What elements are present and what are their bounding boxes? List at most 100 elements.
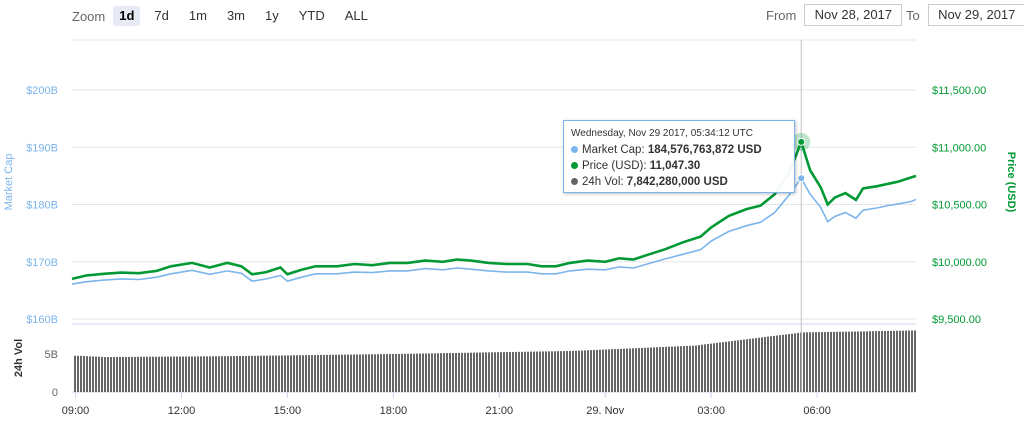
volume-bar xyxy=(914,330,916,392)
volume-bar xyxy=(191,356,193,392)
volume-bar xyxy=(764,336,766,392)
volume-bar xyxy=(317,354,319,392)
volume-bar xyxy=(104,357,106,392)
volume-bar xyxy=(110,356,112,392)
volume-bar xyxy=(866,331,868,392)
volume-bar xyxy=(452,352,454,392)
volume-bar xyxy=(524,351,526,392)
to-date-input[interactable]: Nov 29, 2017 xyxy=(927,4,1024,26)
to-range: To Nov 29, 2017 xyxy=(906,4,1024,26)
volume-bar xyxy=(884,330,886,392)
left-tick-label: $180B xyxy=(26,200,58,212)
volume-bar xyxy=(539,351,541,392)
volume-bar xyxy=(515,351,517,392)
volume-bar xyxy=(791,333,793,392)
volume-bar xyxy=(893,330,895,392)
volume-bar xyxy=(209,356,211,392)
volume-bar xyxy=(287,355,289,392)
x-tick-label: 12:00 xyxy=(168,405,196,417)
volume-bar xyxy=(371,354,373,392)
volume-bar xyxy=(185,356,187,392)
volume-bar xyxy=(428,353,430,392)
volume-bar xyxy=(275,355,277,392)
volume-bar xyxy=(668,346,670,392)
volume-bar xyxy=(890,330,892,392)
volume-bar xyxy=(653,347,655,392)
volume-bar xyxy=(89,356,91,392)
volume-bar xyxy=(161,356,163,392)
volume-bar xyxy=(824,332,826,392)
volume-bar xyxy=(629,348,631,392)
volume-axis-ticks: 0 5B xyxy=(45,349,58,399)
volume-bar xyxy=(587,350,589,392)
volume-bar xyxy=(680,346,682,392)
volume-bar xyxy=(839,331,841,392)
volume-bar xyxy=(521,351,523,392)
zoom-7d-button[interactable]: 7d xyxy=(154,8,169,23)
volume-bar xyxy=(767,336,769,392)
volume-bar xyxy=(497,352,499,392)
volume-bar xyxy=(560,351,562,392)
volume-bar xyxy=(617,348,619,392)
volume-bar xyxy=(176,356,178,392)
volume-bar xyxy=(746,339,748,392)
volume-bar xyxy=(77,355,79,392)
volume-bar xyxy=(422,353,424,392)
volume-bar xyxy=(419,353,421,392)
volume-bar xyxy=(173,356,175,392)
volume-bar xyxy=(92,356,94,392)
volume-bar xyxy=(230,356,232,392)
volume-bar xyxy=(641,347,643,392)
x-tick-label: 18:00 xyxy=(380,405,408,417)
volume-bar xyxy=(98,356,100,392)
volume-bar xyxy=(722,342,724,392)
volume-bar xyxy=(242,355,244,392)
volume-bar xyxy=(197,356,199,392)
volume-bar xyxy=(278,355,280,392)
volume-bar xyxy=(449,353,451,392)
tooltip-row-volume: 24h Vol: 7,842,280,000 USD xyxy=(571,176,728,188)
volume-bar xyxy=(830,331,832,392)
volume-bar xyxy=(533,351,535,392)
volume-bar xyxy=(314,355,316,392)
volume-bar xyxy=(137,356,139,392)
volume-bar xyxy=(602,349,604,392)
volume-bar xyxy=(551,351,553,392)
volume-bar xyxy=(245,355,247,392)
volume-bar xyxy=(782,334,784,392)
volume-bar xyxy=(83,356,85,392)
volume-bar xyxy=(146,356,148,392)
volume-dot-icon xyxy=(571,178,578,185)
left-tick-label: $190B xyxy=(26,142,58,154)
tooltip-label: Price (USD): xyxy=(582,160,647,172)
zoom-1d-button[interactable]: 1d xyxy=(113,6,141,26)
volume-bar xyxy=(695,345,697,392)
price-dot-icon xyxy=(571,162,578,169)
zoom-3m-button[interactable]: 3m xyxy=(226,8,245,23)
volume-bar xyxy=(737,340,739,392)
volume-bar xyxy=(485,352,487,392)
right-tick-label: $9,500.00 xyxy=(932,314,981,326)
volume-bar xyxy=(179,356,181,392)
volume-bar xyxy=(113,356,115,392)
volume-bar xyxy=(848,331,850,392)
volume-bar xyxy=(803,332,805,392)
zoom-1m-button[interactable]: 1m xyxy=(188,8,207,23)
tooltip-row-market-cap: Market Cap: 184,576,763,872 USD xyxy=(571,144,762,156)
volume-bar xyxy=(290,355,292,392)
zoom-1y-button[interactable]: 1y xyxy=(265,8,279,23)
volume-bar xyxy=(248,355,250,392)
right-tick-label: $10,000.00 xyxy=(932,257,987,269)
volume-bar xyxy=(635,348,637,392)
volume-bar xyxy=(200,356,202,392)
volume-bar xyxy=(863,331,865,392)
volume-bar xyxy=(686,345,688,392)
zoom-ytd-button[interactable]: YTD xyxy=(298,8,325,23)
volume-bar xyxy=(407,353,409,392)
volume-bar xyxy=(320,354,322,392)
from-date-input[interactable]: Nov 28, 2017 xyxy=(804,4,903,26)
volume-bar xyxy=(698,345,700,392)
volume-bar xyxy=(584,350,586,392)
zoom-all-button[interactable]: ALL xyxy=(344,8,368,23)
